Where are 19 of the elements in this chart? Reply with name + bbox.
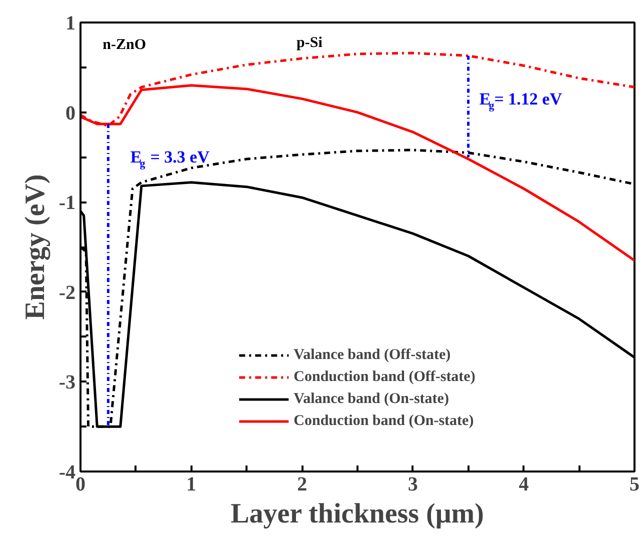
y-axis-title: Energy (eV) (20, 174, 51, 320)
x-tick-label: 5 (630, 474, 640, 496)
x-tick-label: 3 (408, 474, 418, 496)
y-tick-label: 1 (66, 12, 76, 34)
y-tick-label: 0 (66, 102, 76, 124)
x-axis-title: Layer thickness (μm) (230, 498, 484, 530)
legend-label: Valance band (Off-state) (294, 346, 451, 364)
annotation: n-ZnO (102, 36, 146, 53)
annotation: p-Si (296, 35, 322, 52)
x-tick-label: 1 (186, 474, 196, 496)
y-tick-label: -2 (58, 282, 76, 304)
x-tick-label: 4 (518, 474, 529, 496)
x-tick-label: 2 (297, 474, 308, 496)
y-tick-label: -4 (58, 462, 76, 484)
y-tick-label: -1 (58, 192, 76, 214)
legend-label: Valance band (On-state) (294, 390, 449, 408)
legend-label: Conduction band (Off-state) (294, 368, 476, 386)
legend-label: Conduction band (On-state) (294, 412, 474, 430)
y-tick-label: -3 (58, 372, 76, 394)
